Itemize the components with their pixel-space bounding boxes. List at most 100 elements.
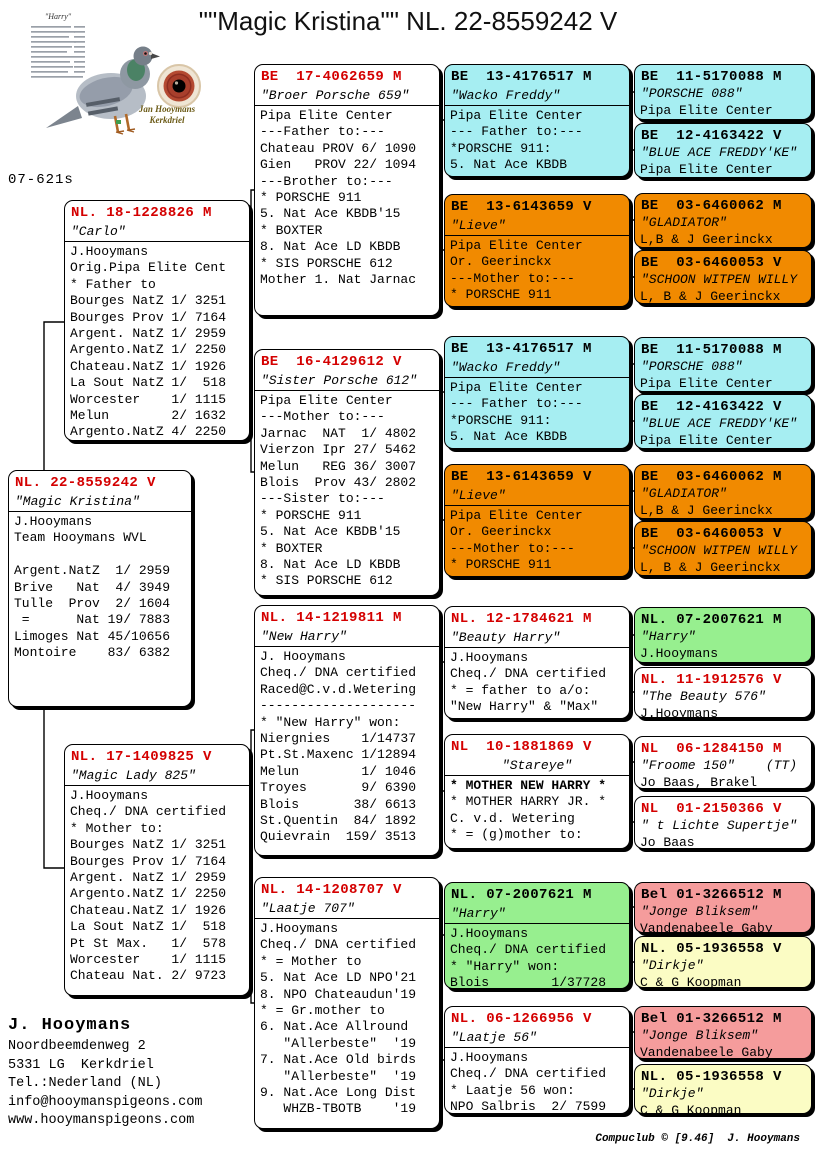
pedigree-box-lieve-2: BE 13-6143659 V "Lieve" Pipa Elite Cente…: [444, 464, 630, 577]
pigeon-details: J.Hooymans Team Hooymans WVL Argent.NatZ…: [9, 511, 191, 662]
pigeon-details: J.Hooymans Cheq./ DNA certified * Laatje…: [445, 1047, 629, 1113]
pigeon-owner: Pipa Elite Center: [640, 162, 773, 177]
pedigree-box-blue-ace-freddyke-2: BE 12-4163422 V "BLUE ACE FREDDY'KE" Pip…: [634, 394, 812, 449]
ring-number: BE 13-6143659 V: [451, 469, 592, 485]
pedigree-box-lieve-1: BE 13-6143659 V "Lieve" Pipa Elite Cente…: [444, 194, 630, 307]
pedigree-box-jonge-bliksem-2: Bel 01-3266512 M "Jonge Bliksem" Vandena…: [634, 1006, 812, 1059]
pigeon-owner: L,B & J Geerinckx: [640, 503, 773, 518]
pigeon-owner: Vandenabeele Gaby: [640, 1045, 773, 1059]
ring-number: NL. 11-1912576 V: [641, 672, 782, 688]
pedigree-box-laatje-707: NL. 14-1208707 V "Laatje 707" J.Hooymans…: [254, 877, 440, 1129]
pigeon-owner: Jo Baas, Brakel: [640, 775, 758, 789]
pigeon-details: Pipa Elite Center Or. Geerinckx ---Mothe…: [445, 505, 629, 574]
breeder-contact-name: J. Hooymans: [8, 1016, 132, 1035]
pedigree-box-dirkje-2: NL. 05-1936558 V "Dirkje" C & G Koopman: [634, 1064, 812, 1114]
pigeon-name: "Laatje 707": [261, 901, 355, 916]
ring-number: NL. 05-1936558 V: [641, 1069, 782, 1085]
pigeon-name: "Dirkje": [641, 958, 704, 973]
breeder-name: Jan Hooymans: [138, 104, 196, 114]
pigeon-details: J.Hooymans Cheq./ DNA certified * = fath…: [445, 647, 629, 716]
results-card: [28, 14, 88, 88]
ring-number: NL 10-1881869 V: [451, 739, 592, 755]
ring-number: Bel 01-3266512 M: [641, 887, 782, 903]
ring-number: BE 13-4176517 M: [451, 341, 592, 357]
pedigree-box-beauty-harry: NL. 12-1784621 M "Beauty Harry" J.Hooyma…: [444, 606, 630, 719]
pigeon-details: J. Hooymans Cheq./ DNA certified Raced@C…: [255, 646, 439, 846]
pigeon-owner: Jo Baas: [640, 835, 695, 849]
pigeon-name: " t Lichte Supertje": [641, 818, 798, 833]
page-title: ""Magic Kristina"" NL. 22-8559242 V: [198, 6, 618, 36]
pigeon-details: J.Hooymans Orig.Pipa Elite Cent * Father…: [65, 241, 249, 440]
pigeon-name: "GLADIATOR": [641, 486, 727, 501]
pigeon-details: Pipa Elite Center Or. Geerinckx ---Mothe…: [445, 235, 629, 304]
pigeon-name: "Magic Kristina": [15, 494, 140, 509]
pigeon-photo: "Harry" Jan Hooymans Kerkdriel: [16, 12, 226, 162]
pigeon-name: "Dirkje": [641, 1086, 704, 1101]
pigeon-name: "Lieve": [451, 218, 506, 233]
pedigree-box-harry: NL. 07-2007621 M "Harry" J.Hooymans Cheq…: [444, 882, 630, 989]
breeder-address-street: Noordbeemdenweg 2: [8, 1039, 146, 1054]
pigeon-details: Pipa Elite Center --- Father to:--- *POR…: [445, 377, 629, 446]
pigeon-name: "BLUE ACE FREDDY'KE": [641, 145, 798, 160]
pigeon-owner: J.Hooymans: [640, 706, 719, 718]
pedigree-box-harry-small: NL. 07-2007621 M "Harry" J.Hooymans: [634, 607, 812, 663]
pigeon-name: "Jonge Bliksem": [641, 904, 759, 919]
pigeon-details: J.Hooymans Cheq./ DNA certified * = Moth…: [255, 918, 439, 1118]
pigeon-name: "Beauty Harry": [451, 630, 561, 645]
breeder-caption: Jan Hooymans Kerkdriel: [132, 104, 202, 126]
pedigree-box-gladiator-2: BE 03-6460062 M "GLADIATOR" L,B & J Geer…: [634, 464, 812, 519]
ring-number: BE 13-4176517 M: [451, 69, 592, 85]
pigeon-drawing: [46, 46, 160, 135]
ring-number: BE 03-6460053 V: [641, 526, 782, 542]
ring-number: NL 01-2150366 V: [641, 801, 782, 817]
ring-number: NL. 06-1266956 V: [451, 1011, 592, 1027]
pedigree-box-blue-ace-freddyke-1: BE 12-4163422 V "BLUE ACE FREDDY'KE" Pip…: [634, 123, 812, 178]
ring-number: NL 06-1284150 M: [641, 741, 782, 757]
pedigree-box-wacko-freddy-1: BE 13-4176517 M "Wacko Freddy" Pipa Elit…: [444, 64, 630, 177]
pedigree-box-froome-150: NL 06-1284150 M "Froome 150" (TT) Jo Baa…: [634, 736, 812, 789]
pigeon-name: "Broer Porsche 659": [261, 88, 410, 103]
pigeon-owner: J.Hooymans: [640, 646, 719, 661]
ring-number: BE 13-6143659 V: [451, 199, 592, 215]
pedigree-box-sister-porsche-612: BE 16-4129612 V "Sister Porsche 612" Pip…: [254, 349, 440, 596]
pigeon-name: "Harry": [641, 629, 696, 644]
breeder-website: www.hooymanspigeons.com: [8, 1113, 195, 1128]
pedigree-box-new-harry: NL. 14-1219811 M "New Harry" J. Hooymans…: [254, 605, 440, 856]
pigeon-details: Pipa Elite Center ---Mother to:--- Jarna…: [255, 390, 439, 590]
pigeon-name: "The Beauty 576": [641, 689, 766, 704]
pigeon-name: "SCHOON WITPEN WILLY: [641, 543, 798, 558]
pedigree-box-magic-kristina: NL. 22-8559242 V "Magic Kristina" J.Hooy…: [8, 470, 192, 707]
breeder-contact-block: J. Hooymans Noordbeemdenweg 2 5331 LG Ke…: [8, 1014, 202, 1131]
ring-number: Bel 01-3266512 M: [641, 1011, 782, 1027]
ring-number: BE 12-4163422 V: [641, 399, 782, 415]
pigeon-name: "GLADIATOR": [641, 215, 727, 230]
pigeon-name: "PORSCHE 088": [641, 86, 743, 101]
ring-number: NL. 12-1784621 M: [451, 611, 592, 627]
footer-credit: Compuclub © [9.46] J. Hooymans: [595, 1133, 800, 1145]
pigeon-owner: L,B & J Geerinckx: [640, 232, 773, 247]
pigeon-name: "Stareye": [501, 758, 573, 773]
ring-number: BE 17-4062659 M: [261, 69, 402, 85]
pigeon-owner: C & G Koopman: [640, 1103, 742, 1114]
ring-number: NL. 14-1208707 V: [261, 882, 402, 898]
pigeon-name: "BLUE ACE FREDDY'KE": [641, 416, 798, 431]
pedigree-box-jonge-bliksem-1: Bel 01-3266512 M "Jonge Bliksem" Vandena…: [634, 882, 812, 933]
ring-number: NL. 17-1409825 V: [71, 749, 212, 765]
pigeon-owner: Pipa Elite Center: [640, 103, 773, 118]
ring-number: NL. 14-1219811 M: [261, 610, 402, 626]
pigeon-name: "Lieve": [451, 488, 506, 503]
pedigree-box-porsche-088-1: BE 11-5170088 M "PORSCHE 088" Pipa Elite…: [634, 64, 812, 120]
pedigree-box-broer-porsche-659: BE 17-4062659 M "Broer Porsche 659" Pipa…: [254, 64, 440, 316]
pigeon-name: "SCHOON WITPEN WILLY: [641, 272, 798, 287]
ring-number: NL. 05-1936558 V: [641, 941, 782, 957]
pigeon-details: * MOTHER HARRY JR. * C. v.d. Wetering * …: [450, 794, 607, 843]
ring-number: BE 12-4163422 V: [641, 128, 782, 144]
pedigree-box-magic-lady-825: NL. 17-1409825 V "Magic Lady 825" J.Hooy…: [64, 744, 250, 996]
pedigree-box-t-lichte-supertje: NL 01-2150366 V " t Lichte Supertje" Jo …: [634, 796, 812, 849]
ring-number: BE 16-4129612 V: [261, 354, 402, 370]
photo-ring-label: 07-621s: [8, 172, 74, 188]
pigeon-illustration: [28, 14, 201, 135]
pigeon-owner: Pipa Elite Center: [640, 433, 773, 448]
pigeon-name: "New Harry": [261, 629, 347, 644]
